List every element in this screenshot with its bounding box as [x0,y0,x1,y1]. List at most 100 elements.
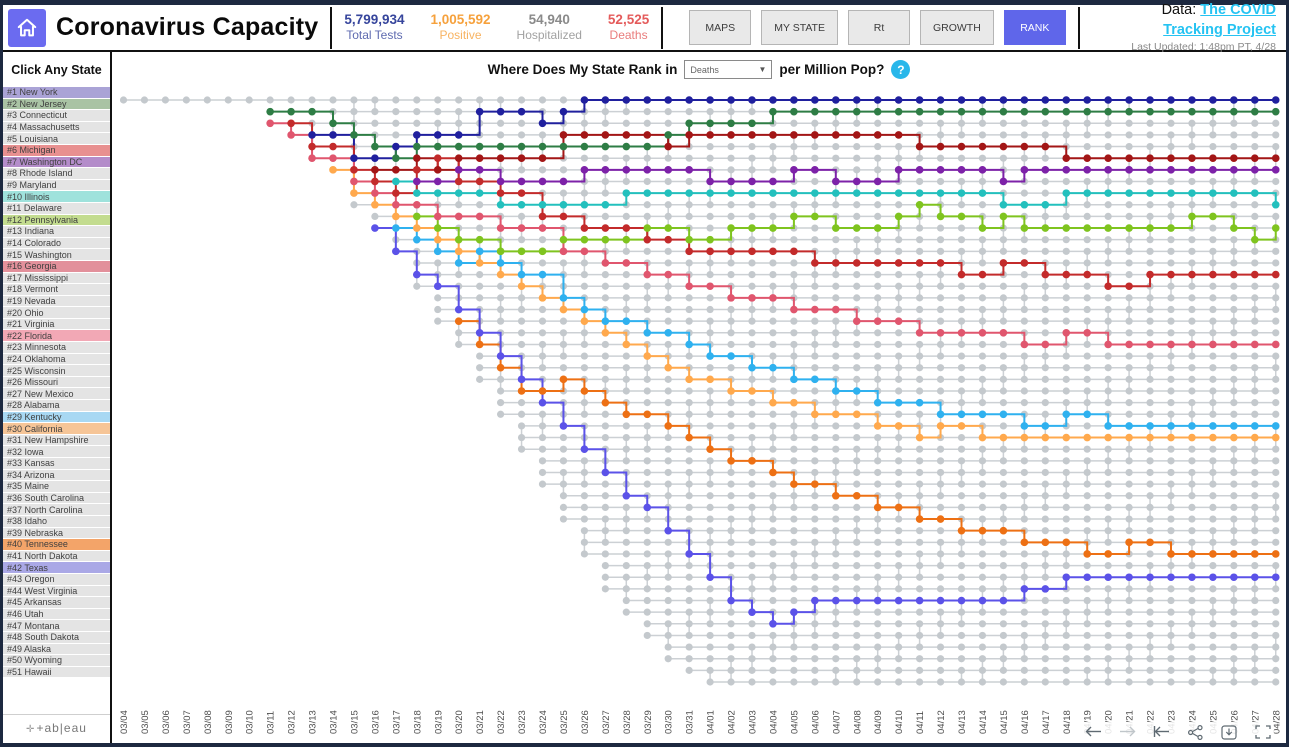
state-row[interactable]: #47 Montana [3,620,110,631]
series-dot[interactable] [517,282,526,291]
series-dot[interactable] [475,107,484,116]
series-dot[interactable] [685,282,693,291]
series-dot[interactable] [454,131,463,139]
state-row[interactable]: #7 Washington DC [3,156,110,168]
series-dot[interactable] [475,212,484,221]
series-dot[interactable] [496,107,505,116]
series-dot[interactable] [1125,189,1133,197]
series-dot[interactable] [832,131,840,139]
series-dot[interactable] [601,200,610,209]
series-dot[interactable] [433,189,442,197]
series-dot[interactable] [873,259,882,267]
series-dot[interactable] [936,212,945,221]
series-dot[interactable] [559,142,568,151]
series-dot[interactable] [496,177,505,186]
series-dot[interactable] [727,131,735,139]
series-dot[interactable] [811,410,819,419]
series-dot[interactable] [392,177,400,186]
home-button[interactable] [8,8,46,47]
series-dot[interactable] [1209,550,1217,558]
series-dot[interactable] [873,224,882,232]
series-dot[interactable] [559,107,568,116]
series-dot[interactable] [957,189,966,197]
series-dot[interactable] [350,166,358,174]
series-dot[interactable] [706,235,714,244]
series-dot[interactable] [769,107,777,116]
series-dot[interactable] [1230,96,1238,104]
series-dot[interactable] [1041,340,1050,349]
series-dot[interactable] [999,433,1008,442]
series-dot[interactable] [915,166,924,174]
series-dot[interactable] [517,224,526,232]
series-dot[interactable] [811,305,819,314]
series-dot[interactable] [538,247,547,256]
nav-button-maps[interactable]: MAPS [689,10,752,45]
series-dot[interactable] [769,398,777,407]
series-dot[interactable] [517,247,526,256]
series-dot[interactable] [643,142,652,151]
series-dot[interactable] [936,515,945,523]
series-dot[interactable] [1188,154,1196,162]
series-dot[interactable] [1104,166,1112,174]
series-dot[interactable] [727,596,735,605]
redo-icon[interactable] [1118,724,1136,740]
series-dot[interactable] [936,259,945,267]
series-dot[interactable] [517,189,526,197]
series-dot[interactable] [1083,433,1091,442]
series-dot[interactable] [915,96,924,104]
series-dot[interactable] [496,363,505,372]
series-dot[interactable] [957,329,966,337]
series-dot[interactable] [957,526,966,535]
series-dot[interactable] [832,259,840,267]
state-row[interactable]: #37 North Carolina [3,504,110,515]
series-dot[interactable] [1020,340,1029,349]
series-dot[interactable] [371,189,379,197]
series-dot[interactable] [601,96,610,104]
series-dot[interactable] [454,235,463,244]
series-dot[interactable] [433,166,442,174]
series-dot[interactable] [601,317,610,325]
state-row[interactable]: #5 Louisiana [3,133,110,144]
state-row[interactable]: #11 Delaware [3,202,110,214]
series-dot[interactable] [748,96,756,104]
series-dot[interactable] [308,107,316,116]
series-dot[interactable] [329,131,337,139]
state-row[interactable]: #27 New Mexico [3,388,110,400]
state-row[interactable]: #8 Rhode Island [3,168,110,179]
series-dot[interactable] [727,177,735,186]
series-dot[interactable] [1230,166,1238,174]
series-dot[interactable] [894,259,903,267]
series-dot[interactable] [1062,573,1071,582]
series-dot[interactable] [769,294,777,302]
series-dot[interactable] [873,317,882,325]
series-dot[interactable] [915,433,924,442]
series-dot[interactable] [685,375,693,384]
series-dot[interactable] [978,96,987,104]
series-dot[interactable] [371,166,379,174]
series-dot[interactable] [1251,433,1259,442]
series-dot[interactable] [287,107,295,116]
series-dot[interactable] [894,596,903,605]
series-dot[interactable] [873,398,882,407]
series-dot[interactable] [601,259,610,267]
series-dot[interactable] [433,154,442,162]
series-dot[interactable] [538,224,547,232]
series-dot[interactable] [371,200,379,209]
series-dot[interactable] [1167,270,1175,279]
series-dot[interactable] [1083,270,1091,279]
series-dot[interactable] [832,96,840,104]
series-dot[interactable] [1251,340,1259,349]
series-dot[interactable] [811,189,819,197]
series-dot[interactable] [915,515,924,523]
series-dot[interactable] [748,177,756,186]
series-dot[interactable] [936,107,945,116]
series-dot[interactable] [1209,212,1217,221]
series-dot[interactable] [999,96,1008,104]
series-dot[interactable] [706,375,714,384]
series-dot[interactable] [475,189,484,197]
series-dot[interactable] [538,142,547,151]
series-dot[interactable] [1167,107,1175,116]
series-dot[interactable] [1146,270,1154,279]
series-dot[interactable] [748,189,756,197]
series-dot[interactable] [1271,270,1280,279]
